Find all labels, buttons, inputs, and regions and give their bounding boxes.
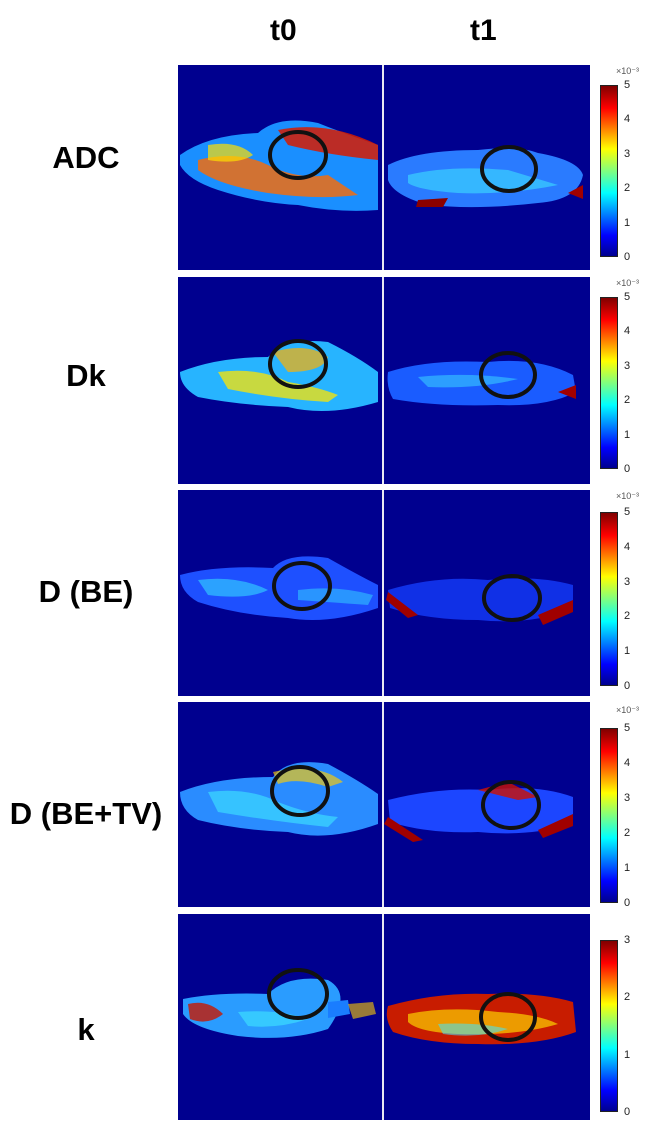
row-label-d-be: D (BE) [38,574,134,609]
colorbar-tick: 2 [624,394,631,406]
colorbar-tick: 4 [624,757,631,769]
parameter-map-dk [178,277,590,484]
colorbar-tick: 4 [624,325,631,337]
parameter-map-d-be [178,490,590,696]
colorbar-tick: 0 [624,680,631,692]
colorbar-tick: 3 [624,148,631,160]
colorbar-tick: 0 [624,251,631,263]
colorbar-tick: 1 [624,862,631,874]
image-row-d-be [178,490,590,696]
colorbar-tick: 5 [624,291,631,303]
colorbar-exponent-d-be-tv: ×10⁻³ [616,705,640,715]
colorbar-tick: 0 [624,463,631,475]
parameter-map-d-be-tv [178,702,590,907]
colorbar-tick: 5 [624,722,631,734]
image-row-adc [178,65,590,270]
colorbar-dk [600,297,618,469]
row-label-k: k [77,1012,95,1047]
parameter-map-k [178,914,590,1120]
colorbar-tick: 1 [624,1049,631,1061]
colorbar-tick: 4 [624,113,631,125]
colorbar-tick: 3 [624,576,631,588]
colorbar-d-be-tv [600,728,618,903]
colorbar-tick: 2 [624,610,631,622]
colorbar-tick: 1 [624,645,631,657]
colorbar-k [600,940,618,1112]
colorbar-exponent-d-be: ×10⁻³ [616,491,640,501]
colorbar-tick: 2 [624,182,631,194]
colorbar-tick: 0 [624,1106,631,1118]
colorbar-adc [600,85,618,257]
image-row-d-be-tv [178,702,590,907]
colorbar-tick: 3 [624,934,631,946]
colorbar-tick: 0 [624,897,631,909]
parameter-map-adc [178,65,590,270]
row-label-adc: ADC [52,140,120,175]
colorbar-exponent-adc: ×10⁻³ [616,66,640,76]
image-row-dk [178,277,590,484]
colorbar-tick: 2 [624,991,631,1003]
row-label-dk: Dk [66,358,106,393]
colorbar-tick: 5 [624,79,631,91]
colorbar-tick: 2 [624,827,631,839]
column-header-t0: t0 [270,14,297,47]
colorbar-tick: 3 [624,792,631,804]
image-row-k [178,914,590,1120]
colorbar-tick: 4 [624,541,631,553]
colorbar-tick: 5 [624,506,631,518]
colorbar-tick: 1 [624,217,631,229]
colorbar-d-be [600,512,618,686]
colorbar-tick: 1 [624,429,631,441]
column-header-t1: t1 [470,14,497,47]
row-label-d-be-tv: D (BE+TV) [9,796,163,831]
colorbar-tick: 3 [624,360,631,372]
colorbar-exponent-dk: ×10⁻³ [616,278,640,288]
